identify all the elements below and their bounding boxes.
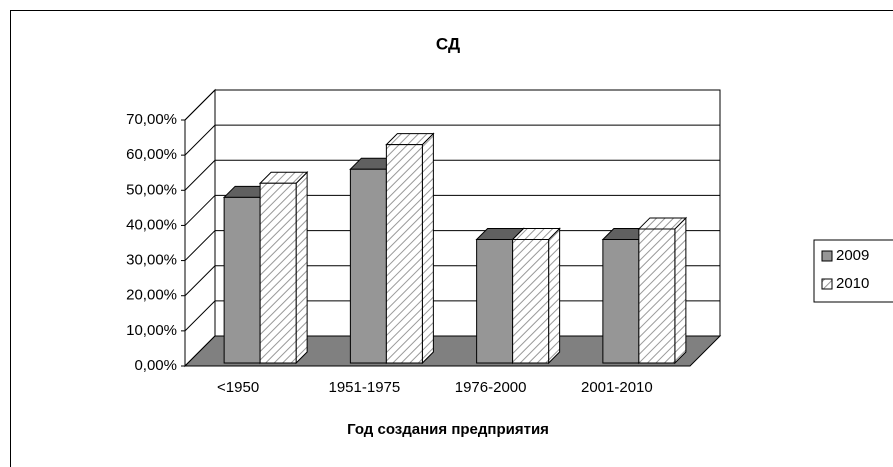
y-tick-label: 50,00% <box>126 181 177 198</box>
legend-swatch <box>821 250 833 262</box>
side-wall <box>184 88 216 368</box>
grid-line <box>184 195 216 226</box>
y-tick-label: 0,00% <box>134 357 177 374</box>
y-tick-label: 70,00% <box>126 111 177 128</box>
grid-line <box>184 159 216 191</box>
x-tick-label: 1976-2000 <box>455 379 527 396</box>
bar-face <box>512 238 550 364</box>
bar-face <box>674 216 687 365</box>
x-tick-label: <1950 <box>217 379 259 396</box>
legend-swatch <box>821 278 833 290</box>
bar <box>385 132 435 365</box>
legend-label: 2010 <box>836 275 869 292</box>
bar-face <box>349 168 387 364</box>
legend <box>813 239 893 303</box>
bar-face <box>223 196 261 364</box>
grid-line <box>184 124 216 156</box>
bar <box>258 171 309 365</box>
x-tick-label: 1951-1975 <box>329 379 401 396</box>
x-axis-label: Год создания предприятия <box>347 421 549 438</box>
chart-title: СД <box>436 34 460 53</box>
grid-line <box>184 89 216 121</box>
grid-line <box>184 300 216 332</box>
y-tick-label: 30,00% <box>126 252 177 269</box>
grid-line <box>184 230 216 261</box>
bar-face <box>295 171 308 365</box>
y-tick-label: 20,00% <box>126 287 177 304</box>
bar <box>637 216 688 365</box>
bar <box>511 227 561 365</box>
bar-face <box>476 238 514 364</box>
bar-face <box>548 227 561 365</box>
bar-face <box>385 144 423 364</box>
x-tick-label: 2001-2010 <box>581 379 653 396</box>
y-tick-label: 40,00% <box>126 216 177 233</box>
y-tick-label: 60,00% <box>126 146 177 163</box>
legend-label: 2009 <box>836 247 869 264</box>
y-tick-label: 10,00% <box>126 322 177 339</box>
floor <box>183 335 722 367</box>
grid-line <box>184 265 216 297</box>
bar-face <box>638 228 676 364</box>
bar-face <box>421 132 434 365</box>
bar-face <box>602 238 640 364</box>
bar-face <box>259 182 297 364</box>
